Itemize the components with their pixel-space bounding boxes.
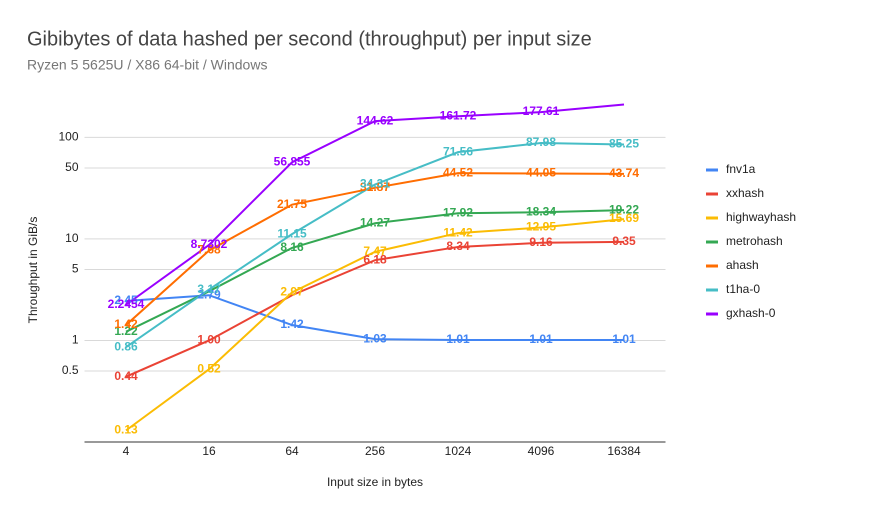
legend-label: metrohash [726,234,783,248]
series-line [125,240,625,378]
data-label: 2.45 [114,293,138,307]
legend-label: ahash [726,258,759,272]
data-label: 1.42 [114,317,138,331]
data-label: 8.16 [280,240,304,254]
y-tick-label: 100 [58,130,78,144]
data-label: 15.69 [609,211,639,225]
data-label: 71.56 [443,144,473,158]
data-label: 0.44 [114,369,138,383]
y-tick-label: 5 [72,262,79,276]
data-label: 0.86 [114,339,138,353]
data-label: 2.79 [197,287,221,301]
y-tick-label: 50 [65,160,79,174]
data-label: 1.42 [280,317,304,331]
series-line [125,103,625,306]
data-label: 56.855 [274,154,311,168]
data-label: 0.13 [114,423,138,437]
data-label: 161.72 [440,108,477,122]
data-label: 3.17 [197,282,221,296]
y-tick-label: 10 [65,231,79,245]
legend-label: fnv1a [726,162,756,176]
data-label: 11.42 [443,225,473,239]
x-tick-label: 1024 [445,444,472,458]
data-label: 44.52 [443,165,473,179]
data-label: 7.47 [363,244,387,258]
x-tick-label: 16 [202,444,216,458]
legend-label: highwayhash [726,210,796,224]
data-label: 1.01 [612,332,636,346]
series-line [125,142,625,348]
data-label: 87.98 [526,135,556,149]
data-label: 18.34 [526,204,556,218]
data-label: 8.34 [446,239,470,253]
x-tick-label: 256 [365,444,385,458]
data-label: 9.16 [529,235,553,249]
y-axis-title: Throughput in GiB/s [26,217,40,324]
data-label: 7.68 [197,243,221,257]
chart-subtitle: Ryzen 5 5625U / X86 64-bit / Windows [27,57,267,73]
data-label: 21.75 [277,197,307,211]
data-label: 85.25 [609,137,639,151]
x-tick-label: 64 [285,444,299,458]
data-label: 2.2454 [108,297,145,311]
x-axis-title: Input size in bytes [327,475,423,489]
data-label: 17.92 [443,205,473,219]
chart-title: Gibibytes of data hashed per second (thr… [27,28,592,50]
data-label: 2.97 [280,285,304,299]
x-tick-label: 4 [123,444,130,458]
data-label: 144.62 [357,113,394,127]
y-tick-label: 1 [72,333,79,347]
data-label: 31.87 [360,180,390,194]
legend-label: gxhash-0 [726,306,776,320]
data-label: 1.01 [529,332,553,346]
series-line [125,218,625,432]
data-label: 9.35 [612,234,636,248]
x-tick-label: 4096 [528,444,555,458]
data-label: 177.61 [523,104,560,118]
data-label: 1.03 [363,331,387,345]
data-label: 1.00 [197,333,221,347]
data-label: 1.01 [446,332,470,346]
data-label: 12.95 [526,220,556,234]
data-label: 0.52 [197,361,221,375]
data-label: 44.05 [526,166,556,180]
y-tick-label: 0.5 [62,363,79,377]
series-line [125,294,624,342]
data-label: 8.7302 [191,237,228,251]
legend-label: t1ha-0 [726,282,760,296]
legend-label: xxhash [726,186,764,200]
data-label: 11.15 [277,226,307,240]
series-line [125,209,625,333]
data-label: 19.22 [609,202,639,216]
data-label: 43.74 [609,166,639,180]
data-label: 34.31 [360,177,390,191]
data-label: 14.27 [360,215,390,229]
data-label: 6.18 [363,252,387,266]
data-label: 1.22 [114,324,138,338]
series-line [125,172,625,326]
x-tick-label: 16384 [607,444,641,458]
